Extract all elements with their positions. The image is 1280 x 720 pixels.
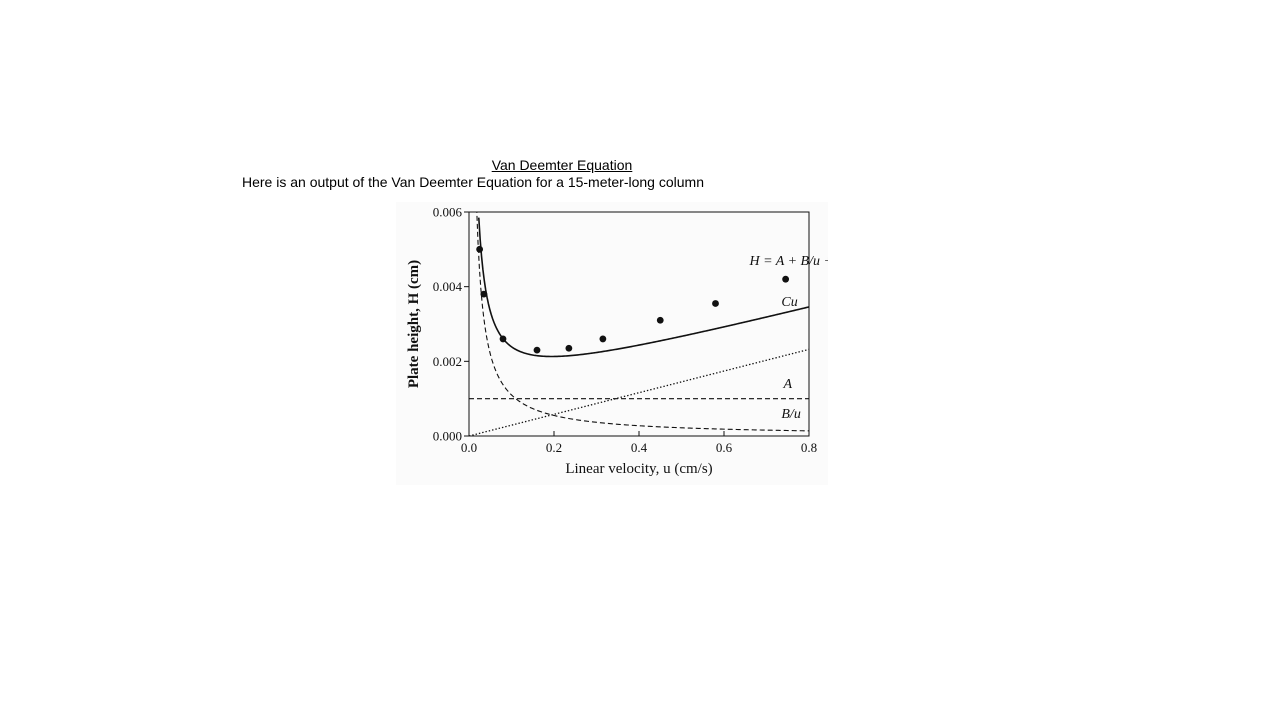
- labels-group: H = A + B/u + Cu Cu A B/u: [749, 254, 829, 422]
- axes-group: 0.0 0.2 0.4 0.6 0.8 0.000 0.002 0.004 0.006 Linea…: [406, 205, 817, 478]
- y-tick-label-2: 0.004: [433, 279, 463, 294]
- slide-title: Van Deemter Equation: [491, 157, 633, 173]
- data-point-7: [712, 300, 719, 307]
- data-point-0: [476, 245, 484, 253]
- x-tick-label-2: 0.4: [631, 440, 648, 455]
- series-line-1: [469, 348, 809, 436]
- series-line-0: [477, 217, 809, 358]
- data-point-3: [533, 346, 541, 354]
- x-tick-label-3: 0.6: [716, 440, 733, 455]
- data-point-1: [480, 290, 488, 298]
- x-tick-label-4: 0.8: [801, 440, 817, 455]
- van-deemter-chart: 0.0 0.2 0.4 0.6 0.8 0.000 0.002 0.004 0.006 Linea…: [406, 205, 829, 478]
- data-point-4: [565, 344, 573, 352]
- x-tick-label-0: 0.0: [461, 440, 477, 455]
- y-axis-label: Plate height, H (cm): [406, 260, 422, 388]
- series-label-3: B/u: [781, 407, 800, 422]
- curves-group: [469, 212, 809, 436]
- data-point-5: [599, 335, 607, 343]
- data-point-2: [499, 335, 507, 343]
- x-tick-label-1: 0.2: [546, 440, 562, 455]
- data-point-6: [656, 316, 664, 324]
- y-tick-label-3: 0.006: [433, 205, 463, 220]
- y-tick-label-1: 0.002: [433, 354, 462, 369]
- data-point-8: [782, 275, 790, 283]
- series-label-2: A: [783, 377, 793, 392]
- series-label-0: H = A + B/u + Cu: [749, 254, 829, 269]
- series-line-3: [476, 212, 809, 432]
- series-label-1: Cu: [781, 295, 797, 310]
- van-deemter-figure: 0.0 0.2 0.4 0.6 0.8 0.000 0.002 0.004 0.006 Linea…: [396, 202, 828, 485]
- y-tick-label-0: 0.000: [433, 429, 462, 444]
- x-axis-label: Linear velocity, u (cm/s): [565, 461, 712, 477]
- points-group: [476, 245, 790, 354]
- slide-subtitle: Here is an output of the Van Deemter Equ…: [242, 174, 704, 190]
